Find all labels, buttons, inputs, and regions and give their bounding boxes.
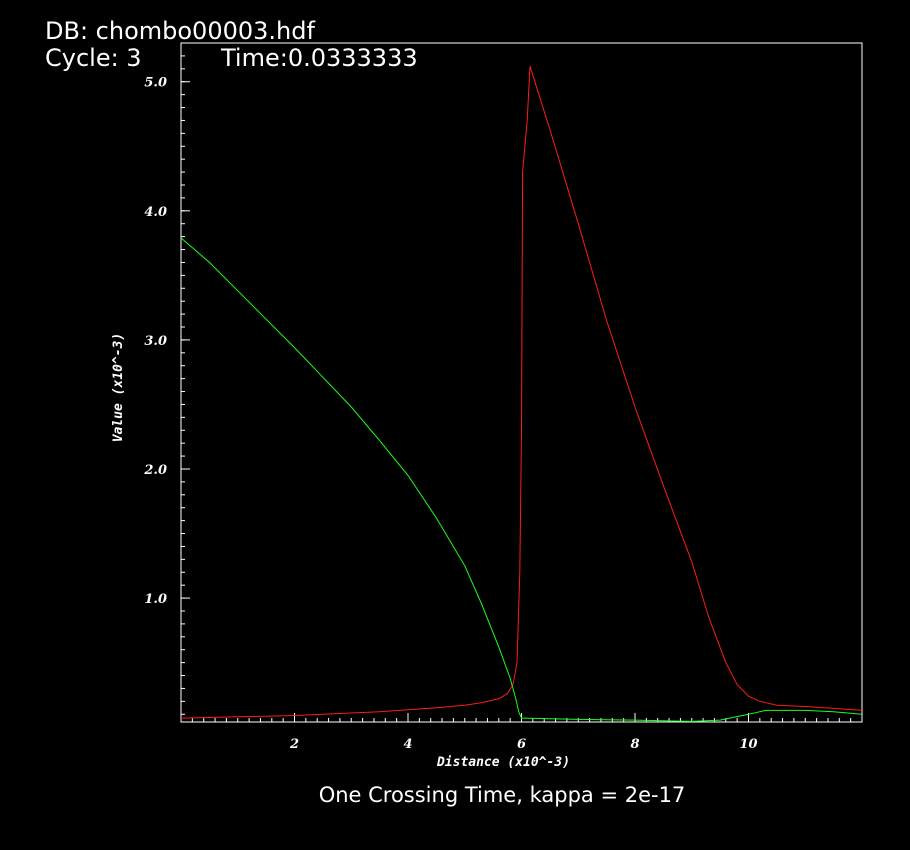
major-ticks [181,81,749,722]
tick-labels: 2 4 6 8 10 1.0 2.0 3.0 4.0 5.0 [143,76,757,752]
series-lines [180,66,863,722]
cycle-label: Cycle: 3 [45,44,142,72]
x-tick-label: 2 [289,737,299,752]
y-axis-title: Value (x10^-3) [111,333,126,443]
x-tick-label: 10 [739,737,757,752]
plot-caption: One Crossing Time, kappa = 2e-17 [318,783,686,807]
y-tick-label: 3.0 [144,334,167,349]
time-label: Time:0.0333333 [221,44,418,72]
y-tick-label: 4.0 [144,205,167,220]
x-tick-label: 4 [403,737,412,752]
x-tick-label: 6 [517,737,526,752]
green-series-line [180,237,863,722]
y-tick-label: 5.0 [144,76,167,91]
y-tick-label: 1.0 [144,592,167,607]
x-axis-title: Distance (x10^-3) [436,755,570,770]
red-series-line [180,66,863,719]
y-tick-label: 2.0 [143,463,167,478]
database-label: DB: chombo00003.hdf [45,17,315,45]
x-tick-label: 8 [630,737,639,752]
